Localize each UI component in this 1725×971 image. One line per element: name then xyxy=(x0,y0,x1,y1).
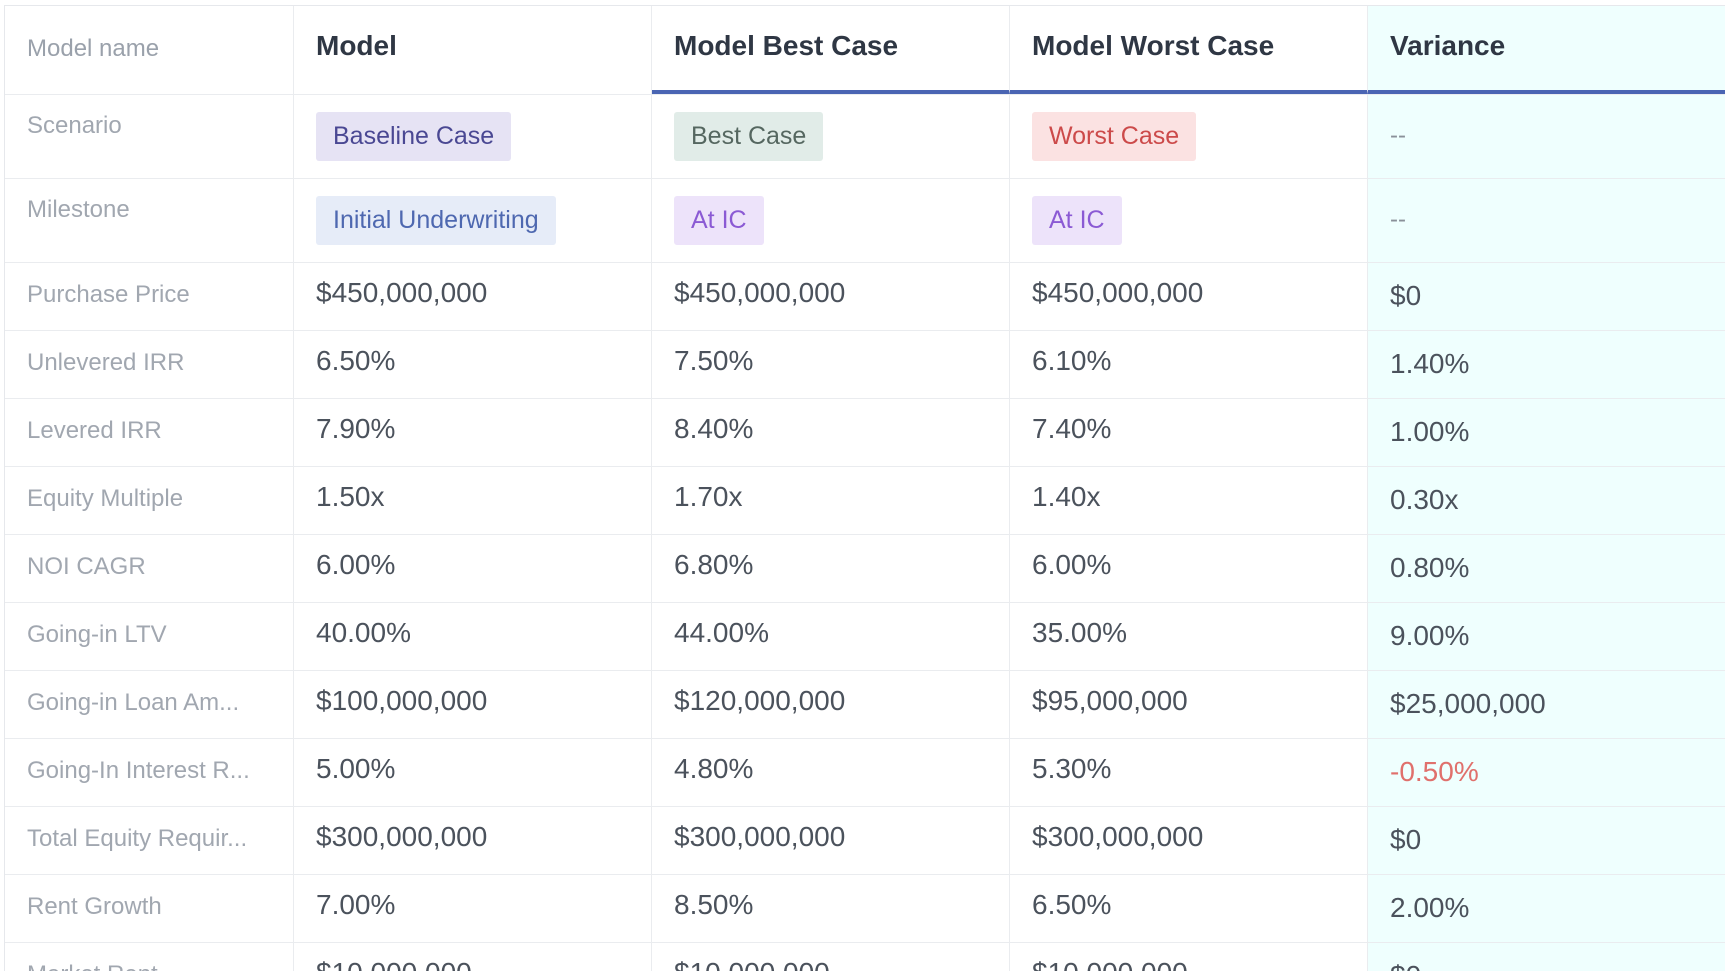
model-value: $100,000,000 xyxy=(294,671,652,738)
model-value: $10,000,000 xyxy=(294,943,652,971)
row-label: Equity Multiple xyxy=(5,467,294,534)
column-header-model-worst-case[interactable]: Model Worst Case xyxy=(1010,6,1368,94)
model-value: 5.00% xyxy=(294,739,652,806)
row-label: Rent Growth xyxy=(5,875,294,942)
best-case-value: 8.40% xyxy=(652,399,1010,466)
worst-case-value: 6.10% xyxy=(1010,331,1368,398)
worst-case-value: 35.00% xyxy=(1010,603,1368,670)
milestone-cell-best: At IC xyxy=(652,179,1010,262)
model-value: $300,000,000 xyxy=(294,807,652,874)
variance-value: 0.80% xyxy=(1368,535,1725,602)
best-case-value: $450,000,000 xyxy=(652,263,1010,330)
milestone-variance-empty: -- xyxy=(1390,206,1406,233)
variance-value: 0.30x xyxy=(1368,467,1725,534)
table-row: Market Rent $10,000,000 $10,000,000 $10,… xyxy=(5,943,1725,971)
scenario-badge-worst[interactable]: Worst Case xyxy=(1032,112,1197,161)
model-value: 7.00% xyxy=(294,875,652,942)
row-label: Going-in LTV xyxy=(5,603,294,670)
row-label: Going-in Loan Am... xyxy=(5,671,294,738)
scenario-row-label: Scenario xyxy=(5,95,294,178)
row-label: Going-In Interest R... xyxy=(5,739,294,806)
milestone-row: Milestone Initial Underwriting At IC At … xyxy=(5,179,1725,263)
table-row: Levered IRR 7.90% 8.40% 7.40% 1.00% xyxy=(5,399,1725,467)
row-label: Total Equity Requir... xyxy=(5,807,294,874)
table-row: Equity Multiple 1.50x 1.70x 1.40x 0.30x xyxy=(5,467,1725,535)
scenario-badge-baseline[interactable]: Baseline Case xyxy=(316,112,512,161)
table-row: NOI CAGR 6.00% 6.80% 6.00% 0.80% xyxy=(5,535,1725,603)
column-header-model[interactable]: Model xyxy=(294,6,652,94)
header-model-name-label: Model name xyxy=(5,6,294,94)
table-row: Going-in LTV 40.00% 44.00% 35.00% 9.00% xyxy=(5,603,1725,671)
best-case-value: 4.80% xyxy=(652,739,1010,806)
table-row: Going-In Interest R... 5.00% 4.80% 5.30%… xyxy=(5,739,1725,807)
variance-value: 2.00% xyxy=(1368,875,1725,942)
scenario-cell-worst: Worst Case xyxy=(1010,95,1368,178)
scenario-variance-cell: -- xyxy=(1368,95,1725,178)
column-header-model-best-case[interactable]: Model Best Case xyxy=(652,6,1010,94)
milestone-cell-model: Initial Underwriting xyxy=(294,179,652,262)
model-value: 40.00% xyxy=(294,603,652,670)
worst-case-value: 1.40x xyxy=(1010,467,1368,534)
scenario-variance-empty: -- xyxy=(1390,122,1406,149)
variance-value: $0 xyxy=(1368,943,1725,971)
variance-value: $25,000,000 xyxy=(1368,671,1725,738)
worst-case-value: $95,000,000 xyxy=(1010,671,1368,738)
worst-case-value: 5.30% xyxy=(1010,739,1368,806)
model-value: 6.50% xyxy=(294,331,652,398)
milestone-row-label: Milestone xyxy=(5,179,294,262)
milestone-badge-at-ic-worst[interactable]: At IC xyxy=(1032,196,1122,245)
scenario-badge-best[interactable]: Best Case xyxy=(674,112,824,161)
scenario-row: Scenario Baseline Case Best Case Worst C… xyxy=(5,95,1725,179)
best-case-value: 7.50% xyxy=(652,331,1010,398)
scenario-cell-model: Baseline Case xyxy=(294,95,652,178)
model-value: 7.90% xyxy=(294,399,652,466)
worst-case-value: $300,000,000 xyxy=(1010,807,1368,874)
worst-case-value: 6.00% xyxy=(1010,535,1368,602)
table-row: Total Equity Requir... $300,000,000 $300… xyxy=(5,807,1725,875)
best-case-value: 44.00% xyxy=(652,603,1010,670)
variance-value: 1.40% xyxy=(1368,331,1725,398)
best-case-value: 8.50% xyxy=(652,875,1010,942)
row-label: Market Rent xyxy=(5,943,294,971)
worst-case-value: 7.40% xyxy=(1010,399,1368,466)
variance-value-negative: -0.50% xyxy=(1368,739,1725,806)
model-value: $450,000,000 xyxy=(294,263,652,330)
model-value: 6.00% xyxy=(294,535,652,602)
table-row: Purchase Price $450,000,000 $450,000,000… xyxy=(5,263,1725,331)
best-case-value: $10,000,000 xyxy=(652,943,1010,971)
best-case-value: $120,000,000 xyxy=(652,671,1010,738)
row-label: Purchase Price xyxy=(5,263,294,330)
best-case-value: 6.80% xyxy=(652,535,1010,602)
variance-value: 9.00% xyxy=(1368,603,1725,670)
row-label: Unlevered IRR xyxy=(5,331,294,398)
milestone-variance-cell: -- xyxy=(1368,179,1725,262)
model-comparison-table: Model name Model Model Best Case Model W… xyxy=(4,5,1725,971)
table-row: Unlevered IRR 6.50% 7.50% 6.10% 1.40% xyxy=(5,331,1725,399)
worst-case-value: 6.50% xyxy=(1010,875,1368,942)
variance-value: $0 xyxy=(1368,263,1725,330)
variance-value: $0 xyxy=(1368,807,1725,874)
milestone-cell-worst: At IC xyxy=(1010,179,1368,262)
best-case-value: $300,000,000 xyxy=(652,807,1010,874)
row-label: Levered IRR xyxy=(5,399,294,466)
model-value: 1.50x xyxy=(294,467,652,534)
table-row: Going-in Loan Am... $100,000,000 $120,00… xyxy=(5,671,1725,739)
worst-case-value: $10,000,000 xyxy=(1010,943,1368,971)
scenario-cell-best: Best Case xyxy=(652,95,1010,178)
table-header-row: Model name Model Model Best Case Model W… xyxy=(5,6,1725,95)
best-case-value: 1.70x xyxy=(652,467,1010,534)
table-row: Rent Growth 7.00% 8.50% 6.50% 2.00% xyxy=(5,875,1725,943)
milestone-badge-initial-underwriting[interactable]: Initial Underwriting xyxy=(316,196,556,245)
row-label: NOI CAGR xyxy=(5,535,294,602)
milestone-badge-at-ic-best[interactable]: At IC xyxy=(674,196,764,245)
worst-case-value: $450,000,000 xyxy=(1010,263,1368,330)
column-header-variance[interactable]: Variance xyxy=(1368,6,1725,94)
variance-value: 1.00% xyxy=(1368,399,1725,466)
